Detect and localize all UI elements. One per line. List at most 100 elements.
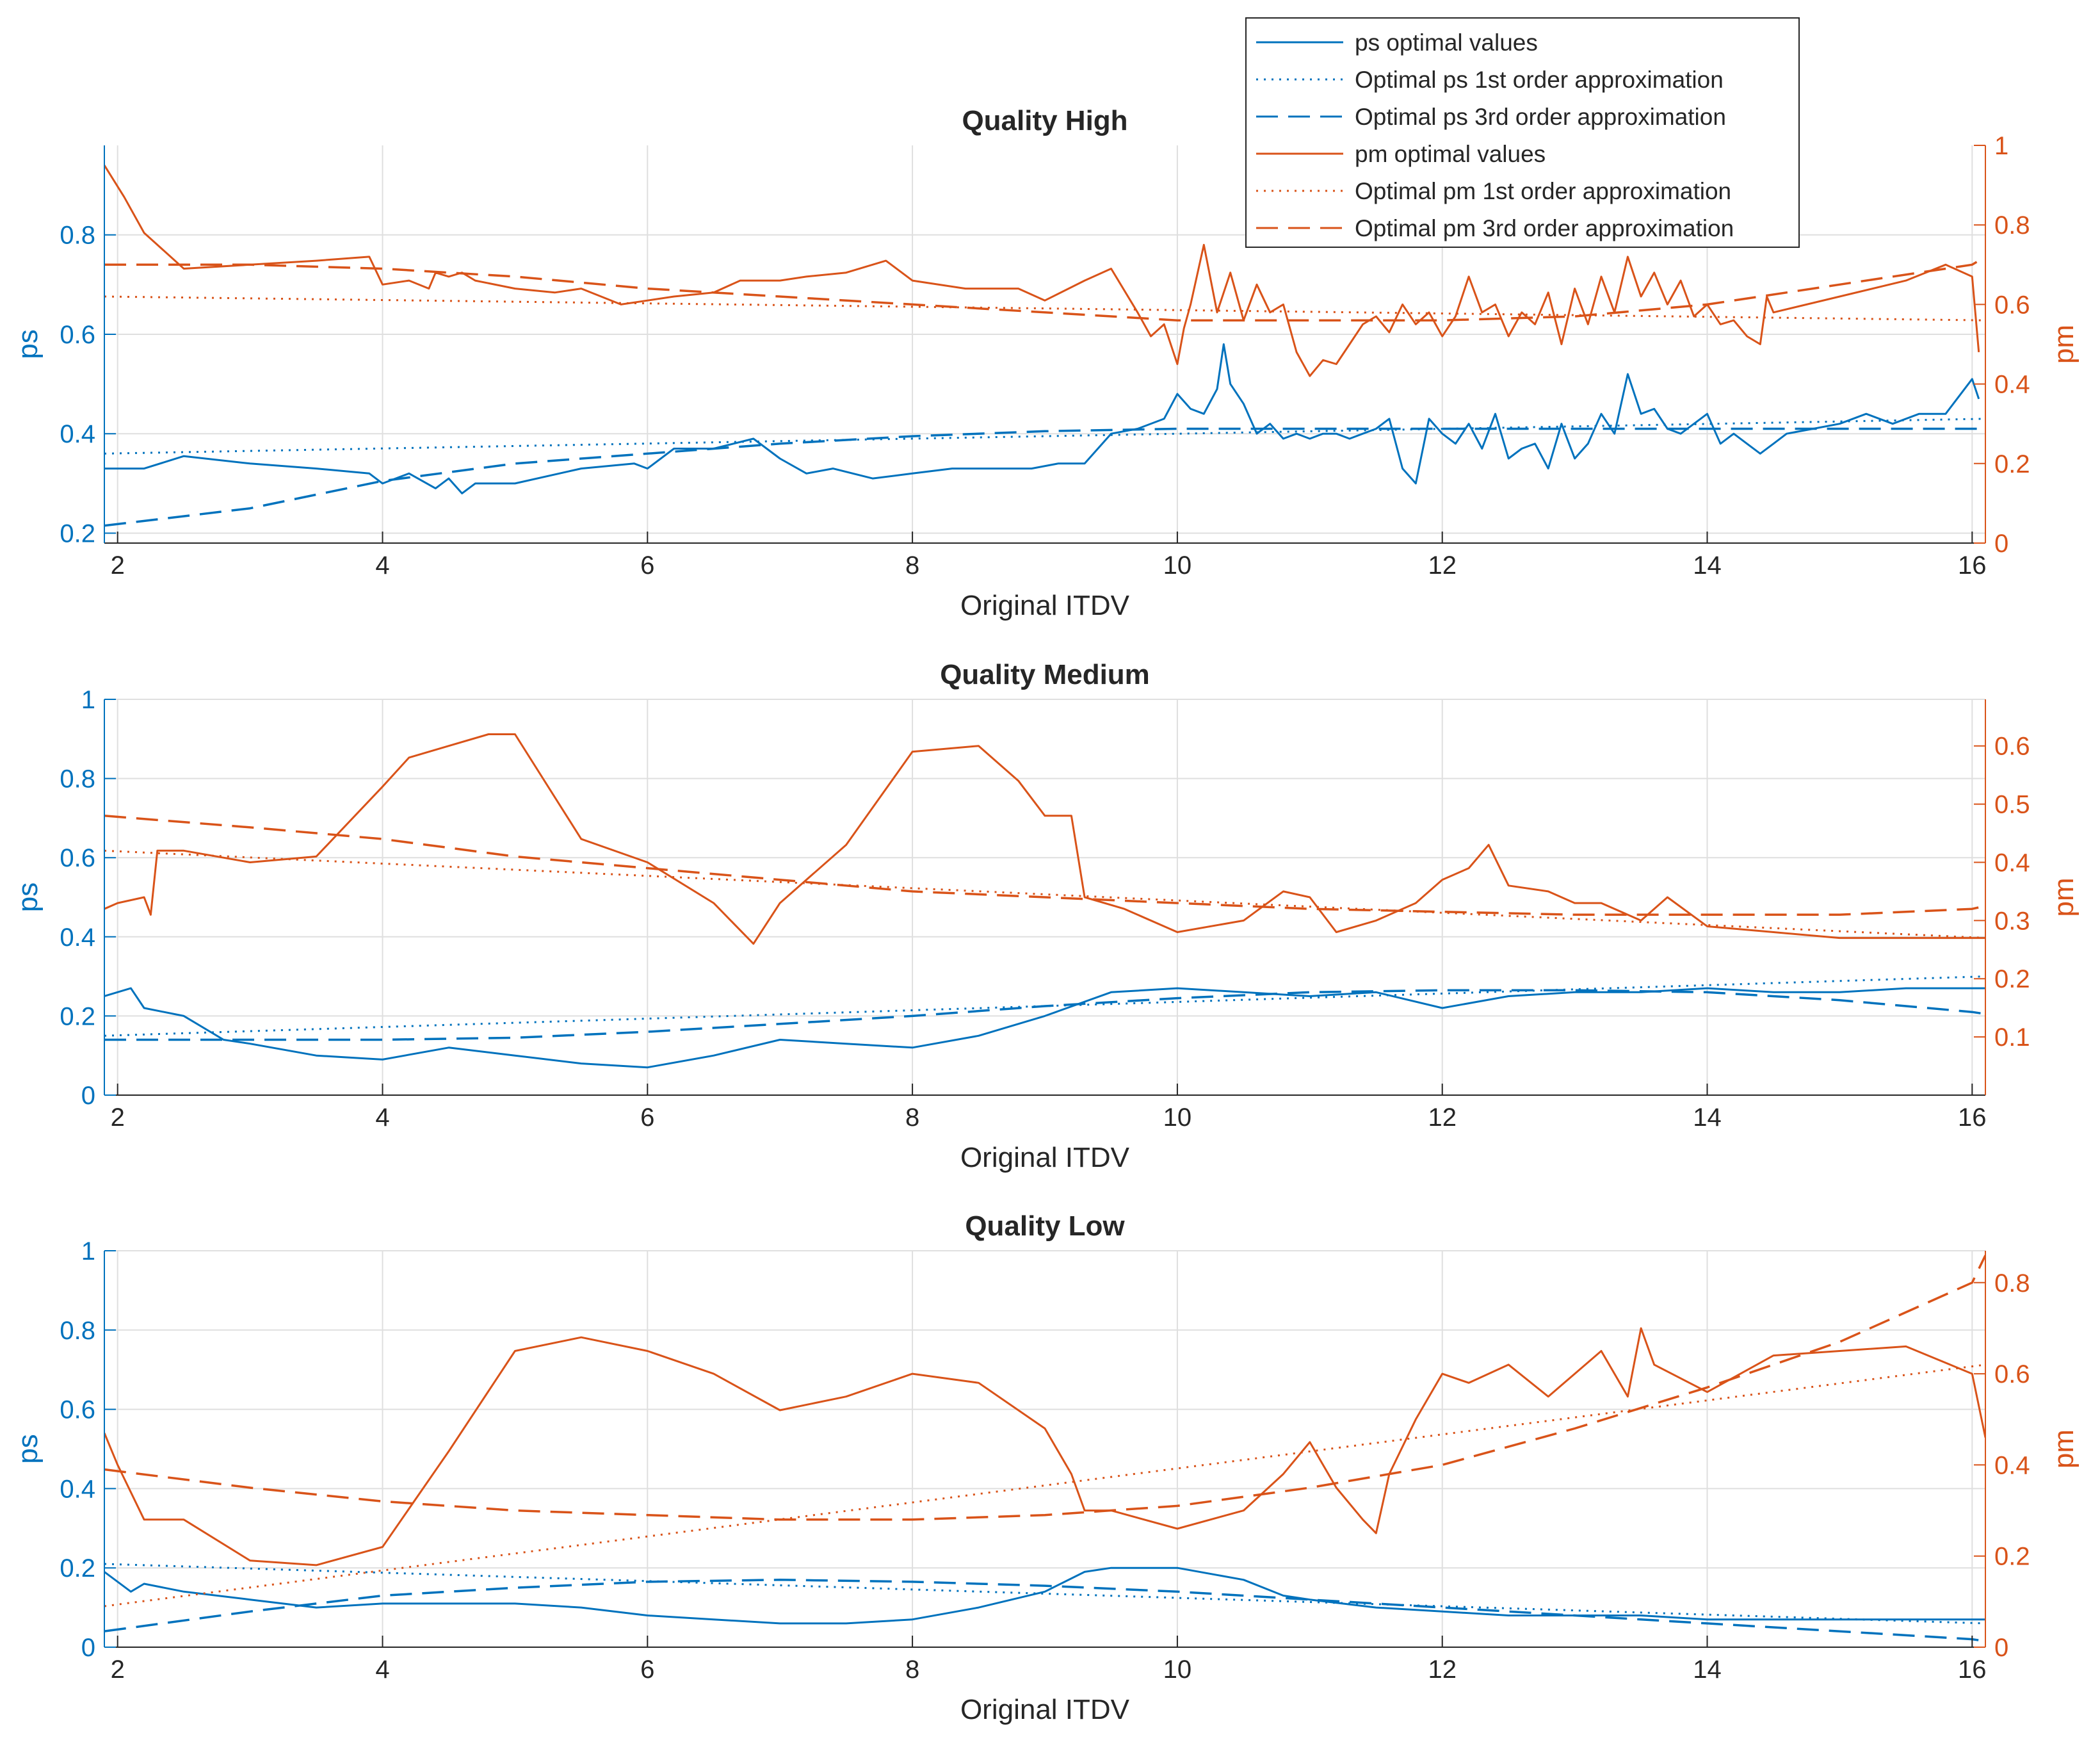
x-tick-label: 4	[375, 1655, 389, 1684]
subplot-2: 2 4 6 8 10 12 14 16 0 0.2 0.4 0.6 0.8 1 0.1 0.2 0.3 0.4 0.…	[12, 659, 2080, 1173]
series-line-pm-dashed	[104, 815, 1985, 916]
left-y-tick-label: 0.4	[60, 420, 95, 448]
chart-title: Quality High	[962, 105, 1127, 136]
x-tick-label: 8	[905, 551, 919, 580]
left-y-tick-label: 0.6	[60, 321, 95, 349]
series-line-pm-solid	[104, 733, 1985, 945]
right-y-tick-label: 1	[1994, 132, 2008, 160]
left-y-tick-label: 0.4	[60, 1475, 95, 1503]
x-tick-label: 14	[1693, 1655, 1722, 1684]
legend-label: Optimal ps 3rd order approximation	[1355, 104, 1726, 130]
right-y-tick-label: 0.5	[1994, 791, 2030, 819]
legend: ps optimal values Optimal ps 1st order ap…	[1245, 17, 1800, 248]
x-axis-label: Original ITDV	[960, 1694, 1130, 1725]
subplot-3: 2 4 6 8 10 12 14 1600.20.40.60.8100.20.40.60.8Q…	[12, 1210, 2080, 1725]
series-line-pm-dashed	[104, 256, 1985, 321]
right-y-tick-label: 0.3	[1994, 907, 2030, 935]
right-y-axis-label: pm	[2048, 325, 2080, 364]
x-axis-label: Original ITDV	[960, 1142, 1130, 1173]
series-line-ps-dotted	[104, 1563, 1985, 1625]
x-tick-label: 4	[375, 551, 389, 580]
left-y-axis-label: ps	[12, 329, 44, 359]
legend-label: Optimal ps 1st order approximation	[1355, 67, 1724, 93]
right-y-tick-label: 0	[1994, 530, 2008, 558]
left-y-tick-label: 0.8	[60, 222, 95, 250]
series-group	[104, 733, 1985, 1069]
left-y-tick-label: 0.2	[60, 1002, 95, 1030]
right-y-tick-label: 0.2	[1994, 1543, 2030, 1571]
series-line-pm-solid	[104, 165, 1980, 377]
chart-title: Quality Medium	[940, 659, 1150, 690]
series-group	[104, 1255, 1985, 1643]
x-tick-label: 8	[905, 1103, 919, 1132]
right-y-tick-label: 0.2	[1994, 450, 2030, 478]
series-line-ps-solid	[104, 987, 1985, 1069]
right-y-tick-label: 0.4	[1994, 371, 2030, 399]
x-tick-label: 6	[640, 1103, 654, 1132]
right-y-axis-label: pm	[2048, 1429, 2080, 1468]
left-y-tick-label: 0	[81, 1634, 95, 1662]
legend-label: Optimal pm 3rd order approximation	[1355, 215, 1734, 241]
x-tick-label: 6	[640, 551, 654, 580]
right-y-tick-label: 0	[1994, 1634, 2008, 1662]
chart-title: Quality Low	[965, 1210, 1125, 1242]
right-y-tick-label: 0.8	[1994, 1269, 2030, 1298]
x-tick-label: 12	[1428, 1655, 1457, 1684]
x-tick-label: 10	[1163, 1655, 1192, 1684]
left-y-tick-label: 0.8	[60, 1317, 95, 1345]
x-tick-label: 2	[111, 1655, 125, 1684]
x-tick-label: 8	[905, 1655, 919, 1684]
subplot-1: 2 4 6 8 10 12 14 16 0.2 0.4 0.6 0.8 0 0.2 0.4 0.6 0.8 1 Qu…	[12, 105, 2080, 621]
left-y-tick-label: 0.4	[60, 923, 95, 952]
left-y-axis-label: ps	[12, 883, 44, 912]
left-y-tick-label: 0.2	[60, 1554, 95, 1582]
right-y-tick-label: 0.6	[1994, 291, 2030, 319]
x-tick-label: 14	[1693, 551, 1722, 580]
series-line-pm-dotted	[104, 849, 1985, 940]
series-line-ps-dotted	[104, 975, 1985, 1037]
x-tick-label: 4	[375, 1103, 389, 1132]
x-tick-label: 12	[1428, 1103, 1457, 1132]
series-line-ps-solid	[104, 1566, 1985, 1625]
right-y-tick-label: 0.1	[1994, 1023, 2030, 1052]
left-y-tick-label: 0.8	[60, 765, 95, 793]
x-axis-label: Original ITDV	[960, 590, 1130, 621]
legend-box	[1245, 17, 1800, 248]
series-line-pm-dotted	[104, 1363, 1985, 1607]
x-tick-label: 2	[111, 1103, 125, 1132]
series-line-ps-solid	[104, 343, 1980, 494]
series-line-pm-dashed	[104, 1255, 1985, 1521]
x-tick-label: 10	[1163, 551, 1192, 580]
x-tick-label: 6	[640, 1655, 654, 1684]
x-tick-label: 2	[111, 551, 125, 580]
x-tick-label: 16	[1958, 1103, 1987, 1132]
legend-label: Optimal pm 1st order approximation	[1355, 178, 1731, 204]
left-y-tick-label: 0.6	[60, 844, 95, 872]
right-y-tick-label: 0.4	[1994, 1451, 2030, 1479]
legend-label: ps optimal values	[1355, 29, 1538, 56]
left-y-tick-label: 1	[81, 1237, 95, 1265]
left-y-axis-label: ps	[12, 1434, 44, 1463]
right-y-tick-label: 0.6	[1994, 733, 2030, 761]
x-tick-label: 16	[1958, 551, 1987, 580]
x-tick-label: 12	[1428, 551, 1457, 580]
right-y-tick-label: 0.8	[1994, 211, 2030, 240]
right-y-axis-label: pm	[2048, 877, 2080, 916]
right-y-tick-label: 0.4	[1994, 849, 2030, 877]
left-y-tick-label: 0.2	[60, 519, 95, 548]
series-line-ps-dashed	[104, 1579, 1985, 1643]
series-group	[104, 165, 1985, 527]
series-line-pm-solid	[104, 1327, 1985, 1566]
x-tick-label: 10	[1163, 1103, 1192, 1132]
left-y-tick-label: 0	[81, 1082, 95, 1110]
series-line-ps-dashed	[104, 989, 1985, 1041]
x-tick-label: 14	[1693, 1103, 1722, 1132]
right-y-tick-label: 0.6	[1994, 1360, 2030, 1388]
series-line-ps-dashed	[104, 427, 1985, 527]
left-y-tick-label: 0.6	[60, 1396, 95, 1424]
series-line-ps-dotted	[104, 418, 1985, 455]
right-y-tick-label: 0.2	[1994, 965, 2030, 993]
series-line-pm-dotted	[104, 295, 1985, 321]
x-tick-label: 16	[1958, 1655, 1987, 1684]
